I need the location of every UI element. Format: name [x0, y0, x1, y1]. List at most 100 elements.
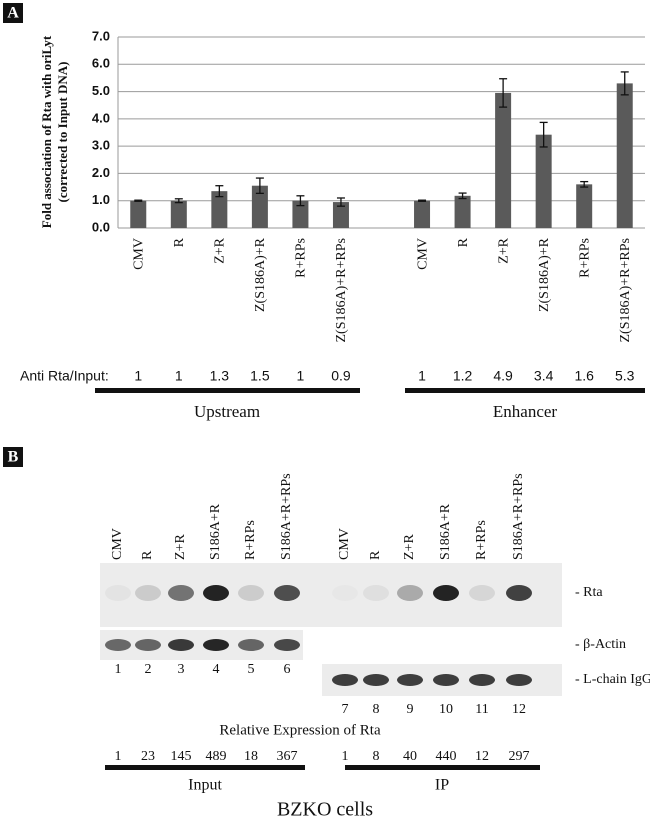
- y-tick-label: 4.0: [92, 110, 110, 125]
- group-bar: [105, 765, 305, 770]
- expression-value: 40: [403, 749, 417, 764]
- lane-number: 8: [373, 702, 380, 717]
- band: [506, 585, 532, 601]
- expression-value: 489: [206, 749, 227, 764]
- bar: [576, 184, 593, 228]
- bar: [414, 200, 431, 228]
- lane-number: 1: [115, 662, 122, 677]
- error-bar: [458, 192, 467, 200]
- lane-label: S186A+R+RPs: [279, 473, 294, 560]
- lane-label: R+RPs: [474, 520, 489, 560]
- expression-value: 18: [244, 749, 258, 764]
- panel-badge: [3, 447, 23, 467]
- y-tick-label: 0.0: [92, 219, 110, 234]
- expression-value: 367: [277, 749, 298, 764]
- x-tick-label: CMV: [415, 238, 430, 270]
- panel-label: B: [8, 449, 19, 466]
- expression-title: Relative Expression of Rta: [219, 722, 381, 738]
- band: [274, 639, 300, 651]
- lane-label: Z+R: [402, 534, 417, 560]
- bar: [535, 134, 552, 228]
- blot: [100, 630, 303, 660]
- bar: [332, 202, 349, 228]
- y-tick-label: 7.0: [92, 28, 110, 43]
- lane-label: S186A+R: [208, 503, 223, 560]
- band: [433, 674, 459, 686]
- expression-value: 8: [373, 749, 380, 764]
- group-bar: [345, 765, 540, 770]
- band: [168, 639, 194, 651]
- bar: [616, 83, 633, 228]
- y-axis-label: (corrected to Input DNA): [55, 62, 70, 203]
- expression-value: 145: [171, 749, 192, 764]
- bar: [454, 195, 471, 228]
- band: [506, 674, 532, 686]
- lane-label: S186A+R+RPs: [511, 473, 526, 560]
- band: [168, 585, 194, 601]
- band: [363, 674, 389, 686]
- band: [363, 585, 389, 601]
- ratio: 4.9: [493, 368, 513, 384]
- panel-label: A: [7, 5, 19, 22]
- expression-value: 23: [141, 749, 155, 764]
- band: [433, 585, 459, 601]
- ratio: 1.5: [250, 368, 270, 384]
- ratio: 1: [418, 368, 426, 384]
- ratio: 1.6: [574, 368, 594, 384]
- group-bar: [405, 388, 645, 393]
- lane-label: CMV: [337, 528, 352, 560]
- lane-label: Z+R: [173, 534, 188, 560]
- band: [332, 674, 358, 686]
- band: [203, 585, 229, 601]
- x-tick-label: Z+R: [496, 237, 511, 263]
- band: [238, 639, 264, 651]
- expression-value: 297: [509, 749, 530, 764]
- lane-number: 10: [439, 702, 453, 717]
- lane-number: 11: [475, 702, 488, 717]
- band: [135, 639, 161, 651]
- lane-number: 4: [213, 662, 220, 677]
- ratio: 1: [134, 368, 142, 384]
- expression-value: 1: [115, 749, 122, 764]
- expression-value: 440: [436, 749, 457, 764]
- y-tick-label: 6.0: [92, 56, 110, 71]
- ratio: 1.3: [210, 368, 230, 384]
- lane-number: 7: [342, 702, 349, 717]
- error-bar: [580, 180, 589, 188]
- expression-value: 1: [342, 749, 349, 764]
- error-bar: [174, 198, 183, 204]
- expression-value: 12: [475, 749, 489, 764]
- x-tick-label: Z(S186A)+R: [537, 237, 552, 312]
- lane-number: 9: [407, 702, 414, 717]
- x-tick-label: Z+R: [213, 237, 228, 263]
- x-tick-label: Z(S186A)+R: [253, 237, 268, 312]
- band: [274, 585, 300, 601]
- group-label: Enhancer: [493, 402, 558, 421]
- lane-number: 5: [248, 662, 255, 677]
- x-tick-label: CMV: [131, 238, 146, 270]
- y-tick-label: 5.0: [92, 83, 110, 98]
- bar: [130, 200, 147, 228]
- bar: [211, 191, 228, 228]
- bar: [292, 200, 309, 228]
- band: [105, 585, 131, 601]
- error-bar: [499, 78, 508, 108]
- blot-label: - β-Actin: [575, 637, 626, 652]
- x-tick-label: Z(S186A)+R+RPs: [618, 238, 633, 342]
- x-tick-label: R: [456, 237, 471, 247]
- bar: [170, 200, 187, 228]
- lane-label: R: [140, 550, 155, 560]
- band: [469, 674, 495, 686]
- group-label: IP: [435, 777, 449, 794]
- ratio: 5.3: [615, 368, 635, 384]
- band: [469, 585, 495, 601]
- group-label: Upstream: [194, 402, 260, 421]
- error-bar: [539, 121, 548, 148]
- bar: [495, 92, 512, 228]
- x-tick-label: R: [172, 237, 187, 247]
- band: [397, 674, 423, 686]
- bar: [251, 185, 268, 228]
- band: [332, 585, 358, 601]
- ratio: 3.4: [534, 368, 554, 384]
- ratio: 1.2: [453, 368, 473, 384]
